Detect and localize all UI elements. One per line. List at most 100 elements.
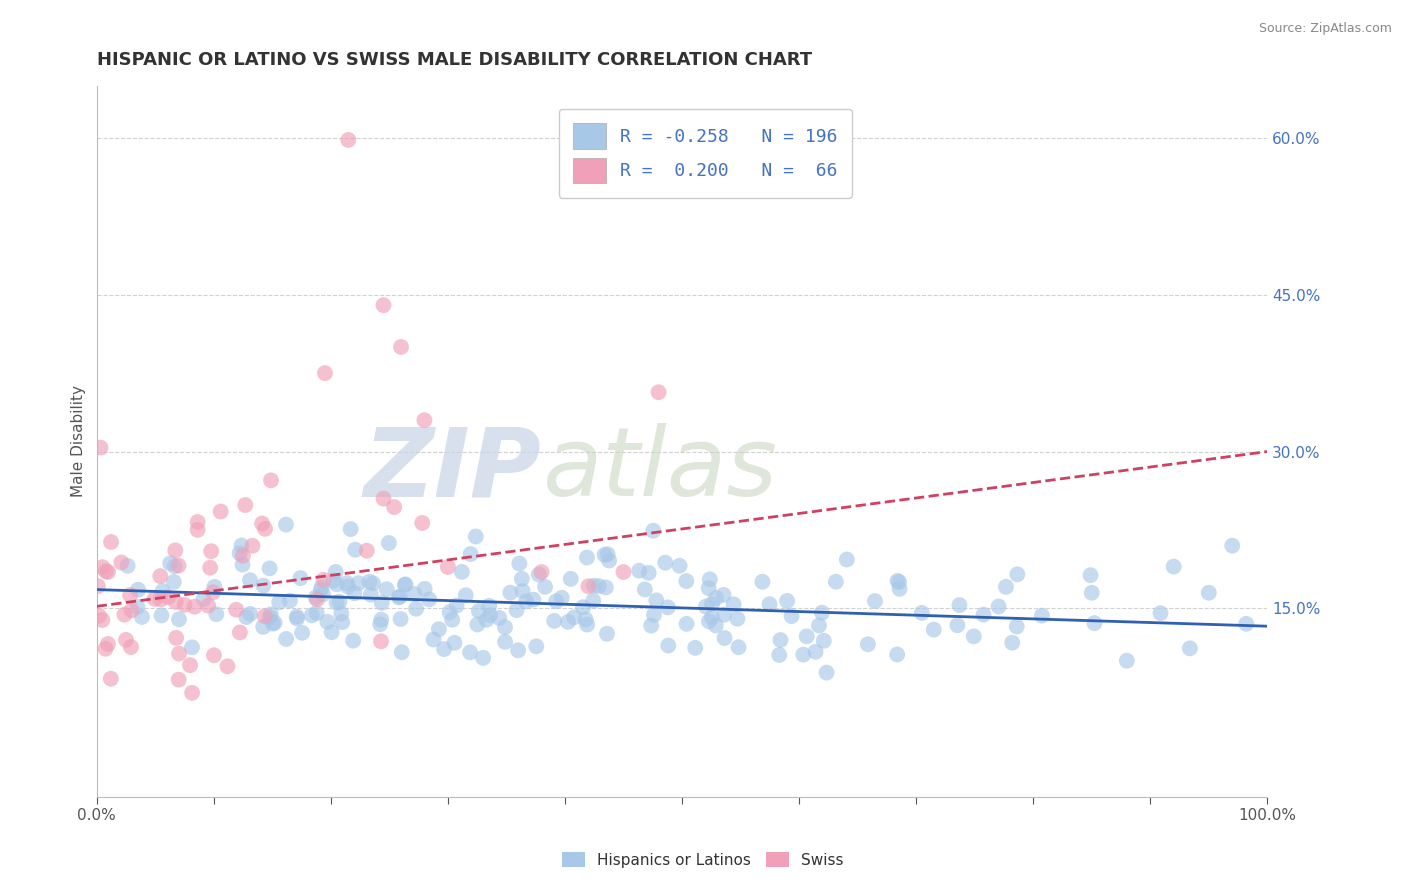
Point (356, 543, 378, 558)
Point (328, 595, 350, 609)
Point (467, 617, 489, 632)
Point (713, 607, 735, 622)
Point (422, 632, 444, 647)
Point (231, 558, 253, 572)
Point (1220, 539, 1243, 553)
Point (89, 441, 111, 455)
Point (337, 580, 360, 594)
Point (811, 606, 834, 620)
Point (127, 599, 149, 614)
Point (204, 580, 226, 594)
Point (94, 565, 117, 579)
Point (193, 592, 215, 607)
Point (560, 572, 582, 586)
Point (557, 615, 579, 629)
Point (167, 612, 190, 626)
Point (647, 385, 669, 400)
Point (159, 557, 181, 571)
Point (143, 591, 166, 606)
Point (209, 504, 232, 518)
Point (344, 542, 367, 557)
Point (780, 609, 803, 624)
Point (675, 574, 697, 588)
Point (330, 607, 353, 621)
Point (115, 632, 138, 647)
Point (413, 582, 436, 596)
Point (572, 600, 595, 615)
Point (382, 500, 405, 514)
Point (1178, 641, 1201, 656)
Point (305, 591, 328, 605)
Point (700, 597, 723, 611)
Point (418, 592, 440, 607)
Point (1083, 616, 1105, 631)
Point (887, 575, 910, 590)
Point (342, 633, 364, 648)
Point (704, 618, 727, 632)
Point (922, 623, 945, 637)
Point (713, 588, 735, 602)
Point (657, 639, 679, 653)
Point (360, 588, 382, 602)
Point (405, 601, 427, 615)
Point (250, 516, 273, 531)
Point (197, 599, 219, 613)
Point (242, 539, 264, 553)
Point (704, 591, 727, 605)
Point (776, 594, 799, 608)
Y-axis label: Male Disability: Male Disability (72, 385, 86, 497)
Point (713, 631, 735, 645)
Point (856, 637, 879, 651)
Point (233, 498, 256, 512)
Point (347, 576, 370, 591)
Point (312, 573, 335, 587)
Point (290, 571, 312, 585)
Point (946, 618, 969, 632)
Point (628, 564, 651, 578)
Point (643, 607, 665, 622)
Point (576, 579, 599, 593)
Point (458, 645, 481, 659)
Point (259, 610, 281, 624)
Point (1163, 559, 1185, 574)
Point (1198, 586, 1220, 600)
Point (285, 611, 308, 625)
Point (173, 598, 195, 612)
Point (494, 635, 516, 649)
Point (117, 558, 139, 573)
Point (167, 673, 190, 687)
Point (389, 340, 412, 354)
Text: atlas: atlas (541, 423, 776, 516)
Point (768, 648, 790, 662)
Point (792, 648, 814, 662)
Point (253, 609, 276, 624)
Point (454, 588, 477, 602)
Point (337, 133, 360, 147)
Point (815, 665, 838, 680)
Point (167, 647, 190, 661)
Point (325, 596, 347, 610)
Point (259, 561, 281, 575)
Point (695, 599, 717, 614)
Point (515, 594, 537, 608)
Point (464, 529, 486, 543)
Point (359, 574, 381, 589)
Point (120, 640, 142, 654)
Point (370, 634, 392, 648)
Point (394, 578, 416, 592)
Point (370, 613, 392, 627)
Point (253, 522, 276, 536)
Point (527, 567, 550, 582)
Point (326, 577, 349, 591)
Point (330, 615, 353, 629)
Point (596, 547, 619, 561)
Point (269, 595, 291, 609)
Point (439, 605, 461, 619)
Text: HISPANIC OR LATINO VS SWISS MALE DISABILITY CORRELATION CHART: HISPANIC OR LATINO VS SWISS MALE DISABIL… (97, 51, 811, 69)
Point (165, 595, 187, 609)
Point (433, 642, 456, 657)
Point (612, 565, 634, 579)
Point (305, 592, 328, 607)
Point (368, 617, 391, 632)
Point (973, 607, 995, 622)
